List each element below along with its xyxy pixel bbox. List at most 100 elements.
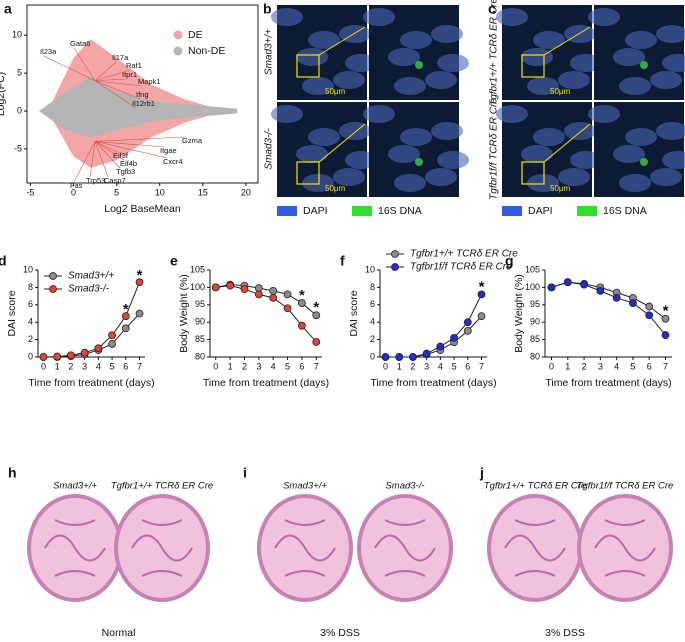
panel-label: d [0, 253, 7, 269]
x-axis-label: Time from treatment (days) [545, 377, 671, 389]
tissue-blob [650, 168, 682, 186]
legend-label: Smad3-/- [68, 284, 110, 295]
panel-label: c [488, 1, 496, 17]
tissue-blob [619, 77, 651, 95]
tissue-blob [527, 77, 559, 95]
y-tick-label: 90 [195, 317, 205, 327]
annotation: * [663, 303, 669, 320]
mucosa-folds [274, 519, 336, 577]
y-tick-label: 105 [190, 264, 205, 274]
y-tick-label: 2 [370, 334, 375, 344]
y-tick-label: 90 [530, 317, 540, 327]
data-point [645, 311, 654, 320]
caption: Normal [102, 627, 136, 639]
gene-pointer [94, 61, 117, 81]
tissue-blob [431, 122, 463, 140]
gene-label: Il17a [112, 53, 129, 62]
data-point [395, 353, 404, 361]
legend-label: Non-DE [188, 45, 225, 57]
data-point [381, 353, 390, 361]
tissue-blob [625, 128, 657, 146]
plot-frame [26, 4, 259, 184]
row-label: Tgfbr1+/+ TCRδ ER Cre [489, 0, 500, 106]
y-tick-label: 6 [370, 299, 375, 309]
y-tick-label: 80 [530, 351, 540, 361]
mucosa-folds [131, 519, 193, 577]
annotation: * [137, 267, 143, 284]
data-point [135, 278, 144, 287]
sample-label: Tgfbr1f/f TCRδ ER Cre [577, 481, 674, 492]
data-point [269, 286, 278, 295]
tissue-blob [400, 128, 432, 146]
tissue-blob [588, 8, 620, 26]
gene-pointer [73, 141, 96, 183]
y-tick-label: 10 [365, 264, 375, 274]
data-point [283, 304, 292, 313]
x-tick-label: 2 [68, 361, 73, 371]
tissue-blob [521, 145, 553, 163]
data-point [477, 290, 486, 299]
y-tick-label: -5 [14, 143, 22, 153]
gene-pointer [94, 80, 141, 100]
row-label: Smad3-/- [264, 128, 275, 170]
zoom-box [296, 54, 320, 78]
tissue-blob [564, 122, 596, 140]
panel-label: f [340, 253, 345, 269]
x-tick-label: 1 [55, 361, 60, 371]
y-tick-label: 95 [530, 299, 540, 309]
x-tick-label: 0 [549, 361, 554, 371]
x-tick-label: 7 [663, 361, 668, 371]
data-point [477, 312, 486, 321]
tissue-blob [662, 54, 685, 72]
gene-label: Casp7 [104, 176, 126, 185]
legend-label: DAPI [303, 205, 328, 217]
panel-label: e [170, 253, 178, 269]
y-tick-label: 100 [525, 282, 540, 292]
legend-label: Tgfbr1+/+ TCRδ ER Cre [410, 249, 518, 260]
x-axis-label: Time from treatment (days) [203, 377, 329, 389]
data-point [297, 321, 306, 330]
gene-pointer [95, 136, 187, 142]
tissue-blob [308, 128, 340, 146]
y-tick-label: 5 [17, 68, 22, 78]
sample-label: Smad3+/+ [283, 481, 327, 492]
tissue-blob [388, 48, 420, 66]
y-axis-label: Body Weight (%) [178, 274, 190, 353]
zoom-arrow [318, 26, 366, 56]
legend-label: DAPI [528, 205, 553, 217]
x-tick-label: 3 [82, 361, 87, 371]
gene-pointer [95, 141, 168, 159]
bacteria-signal [415, 158, 423, 166]
data-point [661, 314, 670, 323]
data-point [436, 342, 445, 351]
zoom-box [296, 161, 320, 185]
x-tick-label: 6 [299, 361, 304, 371]
x-tick-label: 3 [256, 361, 261, 371]
annotation: * [299, 287, 305, 304]
x-tick-label: 3 [424, 361, 429, 371]
legend-swatch [577, 206, 597, 216]
data-point [121, 312, 130, 321]
data-point [563, 278, 572, 287]
scale-label: 50μm [325, 184, 346, 193]
x-tick-label: 5 [452, 361, 457, 371]
y-axis-label: Log2(FC) [0, 72, 7, 116]
gene-pointer [95, 78, 127, 82]
y-tick-label: 95 [195, 299, 205, 309]
tissue-blob [437, 151, 469, 169]
legend-label: Smad3+/+ [68, 271, 114, 282]
y-tick-label: 105 [525, 264, 540, 274]
data-point [283, 290, 292, 299]
legend-marker [173, 46, 183, 56]
gene-label: Cxcr4 [163, 157, 183, 166]
y-tick-label: 80 [195, 351, 205, 361]
panel-label: g [505, 253, 514, 269]
gene-pointer [95, 141, 165, 148]
data-point [463, 326, 472, 335]
gene-pointer [89, 141, 96, 178]
x-tick-label: 6 [647, 361, 652, 371]
tissue-blob [296, 48, 328, 66]
zoom-box [521, 54, 545, 78]
data-point [629, 299, 637, 307]
tissue-blob [437, 54, 469, 72]
